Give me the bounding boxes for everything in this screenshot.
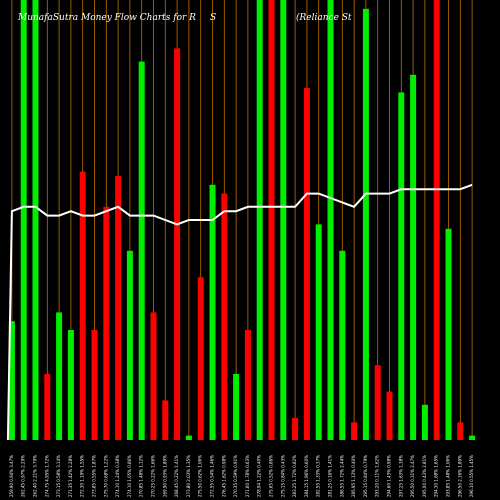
x-tick-label: 262.45 0.97% 2.29% [21, 455, 26, 497]
x-tick-label: 296.10 0.55% 1.45% [469, 455, 474, 497]
bar [79, 171, 86, 440]
bar [445, 228, 452, 440]
x-tick-label: 295.50 0.31% 2.47% [410, 455, 415, 497]
bar [209, 184, 216, 440]
bar [8, 321, 15, 440]
x-tick-label: 270.85 1.48% 1.12% [139, 455, 144, 497]
bar [303, 88, 310, 440]
x-tick-label: 285.95 1.13% 0.40% [351, 455, 356, 497]
x-tick-label: 281.25 0.16% 1.41% [328, 455, 333, 497]
bar [126, 250, 133, 440]
x-tick-label: 271.60 1.78% 0.63% [245, 455, 250, 497]
bar [410, 74, 417, 441]
x-tick-label: 275.65 0.52% 0.86% [269, 455, 274, 497]
bar [469, 435, 476, 440]
x-axis-labels: 259.90 0.94% 3.47% 262.45 0.97% 2.29% 262.… [9, 455, 474, 497]
bar [138, 61, 145, 440]
bar [351, 422, 358, 440]
bar [339, 250, 346, 440]
x-tick-label: 271.35 1.42% 2.28% [68, 455, 73, 497]
x-tick-label: 270.35 0.59% 0.91% [233, 455, 238, 497]
bar [32, 0, 39, 440]
bar [56, 312, 63, 440]
bar [91, 330, 98, 440]
x-tick-label: 293.85 1.48% 1.06% [446, 455, 451, 497]
chart-title-part-3: (Reliance St [296, 12, 352, 23]
bar [67, 330, 74, 440]
bar [174, 48, 181, 441]
x-tick-label: 295.00 0.43% 2.81% [422, 455, 427, 497]
x-tick-label: 272.55 0.54% 1.46% [210, 455, 215, 497]
x-tick-label: 293.20 0.11% 1.62% [375, 455, 380, 497]
x-tick-label: 270.25 0.22% 1.66% [151, 455, 156, 497]
bar [268, 0, 275, 440]
bar [457, 422, 464, 440]
bar [115, 176, 122, 440]
x-tick-label: 274.10 1.24% 0.38% [115, 455, 120, 497]
x-tick-label: 268.45 0.22% 1.41% [174, 455, 179, 497]
bar [221, 193, 228, 440]
x-tick-label: 274.75 4.95% 1.72% [44, 455, 49, 497]
x-tick-label: 272.30 1.19% 1.55% [80, 455, 85, 497]
bar [280, 0, 287, 440]
chart-title-part-2: S [210, 13, 216, 23]
x-tick-label: 275.50 0.62% 1.06% [198, 455, 203, 497]
x-tick-label: 286.55 1.72% 2.44% [339, 455, 344, 497]
bar [362, 8, 369, 441]
bar [386, 391, 393, 440]
x-tick-label: 282.55 1.33% 0.37% [316, 455, 321, 497]
x-tick-label: 273.15 0.58% 3.14% [56, 455, 61, 497]
bar [197, 277, 204, 440]
x-tick-label: 295.15 0.84% 0.79% [363, 455, 368, 497]
bar [421, 404, 428, 440]
bar [103, 206, 110, 440]
x-tick-label: 275.15 0.84% 0.43% [280, 455, 285, 497]
x-tick-label: 269.90 0.93% 1.89% [162, 455, 167, 497]
x-tick-label: 276.45 1.62% 0.98% [221, 455, 226, 497]
bar [374, 365, 381, 440]
bar [150, 312, 157, 440]
bars-group [8, 0, 476, 441]
bar [20, 0, 27, 440]
bar [44, 374, 51, 440]
x-tick-label: 274.10 1.05% 0.86% [127, 455, 132, 497]
money-flow-line [6, 183, 473, 441]
x-tick-label: 273.85 0.55% 1.87% [92, 455, 97, 497]
x-tick-label: 284.15 1.96% 0.60% [304, 455, 309, 497]
bar [433, 0, 440, 440]
bar [162, 400, 169, 440]
x-tick-label: 296.50 2.16% 1.89% [457, 455, 462, 497]
bar [244, 330, 251, 440]
bar [327, 0, 334, 440]
x-tick-label: 262.40 2.21% 3.79% [33, 455, 38, 497]
bar [315, 224, 322, 440]
bar [398, 92, 405, 441]
x-tick-label: 278.94 1.22% 0.40% [257, 455, 262, 497]
bar [185, 435, 192, 440]
x-tick-label: 294.30 1.68% 1.65% [434, 455, 439, 497]
x-tick-label: 275.70 0.68% 1.22% [103, 455, 108, 497]
bar [233, 374, 240, 440]
x-tick-label: 259.90 0.94% 3.47% [9, 455, 14, 497]
bar [292, 418, 299, 440]
x-tick-label: 294.60 1.43% 0.98% [387, 455, 392, 497]
chart-title-part-1: MunafaSutra Money Flow Charts for R [17, 13, 196, 23]
x-tick-label: 297.25 1.63% 1.38% [398, 455, 403, 497]
bar [256, 0, 263, 440]
x-tick-label: 283.25 1.72% 0.82% [292, 455, 297, 497]
x-tick-label: 273.80 2.03% 1.35% [186, 455, 191, 497]
